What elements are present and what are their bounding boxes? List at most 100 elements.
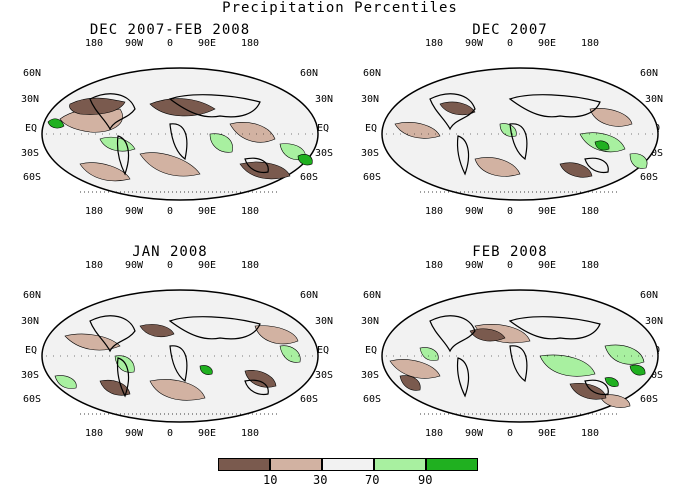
lat-label-right: 60S: [640, 172, 659, 183]
very-wet-anomaly-patches: [604, 364, 646, 387]
lon-label: 90E: [538, 428, 557, 439]
lat-label-left: 60N: [23, 290, 42, 301]
legend-label: 70: [365, 473, 380, 487]
lat-label-left: 60S: [23, 394, 42, 405]
lat-label-left: EQ: [365, 345, 378, 356]
lat-label-left: 30N: [21, 316, 40, 327]
map-panel-feb: FEB 2008 180 90W 0 90E 180 60N 30N EQ 30…: [345, 244, 675, 454]
continent-outlines: [89, 315, 269, 398]
lon-label: 90W: [465, 428, 484, 439]
map-panel-jan: JAN 2008 180 90W 0 90E 180 60N 30N EQ 30…: [5, 244, 335, 454]
legend-swatch-dry: [270, 458, 322, 471]
lat-label-left: EQ: [365, 123, 378, 134]
lat-label-left: 60N: [363, 290, 382, 301]
lon-label: 180: [581, 206, 600, 217]
map-panel-djf: DEC 2007-FEB 2008 180 90W 0 90E 180 60N …: [5, 22, 335, 232]
lat-label-left: 30N: [21, 94, 40, 105]
lat-label-left: 60N: [363, 68, 382, 79]
very-dry-anomaly-patches: [99, 324, 277, 396]
lon-label: 180: [425, 260, 444, 271]
world-map: [381, 67, 659, 201]
lon-label: 180: [425, 428, 444, 439]
lon-label: 180: [241, 428, 260, 439]
lon-label: 180: [241, 38, 260, 49]
panel-title: FEB 2008: [472, 244, 548, 260]
continent-outlines: [429, 315, 609, 398]
very-dry-anomaly-patches: [439, 101, 593, 178]
figure-title: Precipitation Percentiles: [222, 0, 458, 16]
panel-title: JAN 2008: [132, 244, 208, 260]
lon-label: 180: [581, 428, 600, 439]
lon-label: 90W: [125, 38, 144, 49]
lon-label: 180: [85, 428, 104, 439]
legend-swatch-normal: [322, 458, 374, 471]
lat-label-left: 30S: [361, 148, 380, 159]
lon-label: 0: [167, 260, 174, 271]
lon-label: 90W: [465, 206, 484, 217]
lon-label: 0: [167, 38, 174, 49]
lat-label-left: EQ: [25, 345, 38, 356]
lon-label: 90E: [198, 428, 217, 439]
wet-anomaly-patches: [54, 345, 301, 389]
lon-label: 180: [241, 206, 260, 217]
lon-label: 0: [167, 206, 174, 217]
legend-swatch-very-dry: [218, 458, 270, 471]
lon-label: 0: [167, 428, 174, 439]
lon-label: 0: [507, 38, 514, 49]
dry-anomaly-patches: [394, 108, 633, 177]
lat-label-right: 30N: [645, 316, 664, 327]
lon-label: 90W: [125, 206, 144, 217]
lon-label: 0: [507, 428, 514, 439]
lon-label: 180: [425, 206, 444, 217]
lat-label-right: 60S: [300, 172, 319, 183]
lon-label: 90W: [125, 428, 144, 439]
lon-label: 180: [85, 260, 104, 271]
lat-label-left: 60S: [23, 172, 42, 183]
wet-anomaly-patches: [499, 123, 648, 169]
lon-label: 90W: [465, 38, 484, 49]
lon-label: 0: [507, 206, 514, 217]
lat-label-right: 60N: [300, 68, 319, 79]
very-wet-anomaly-patches: [47, 118, 313, 166]
lon-label: 90E: [538, 38, 557, 49]
lat-label-right: 60N: [300, 290, 319, 301]
lat-label-right: 30S: [315, 148, 334, 159]
lon-label: 180: [241, 260, 260, 271]
legend-label: 30: [313, 473, 328, 487]
lat-label-right: 60N: [640, 68, 659, 79]
lat-label-left: EQ: [25, 123, 38, 134]
lon-label: 90W: [465, 260, 484, 271]
lat-label-right: 60S: [640, 394, 659, 405]
lat-label-left: 30S: [21, 370, 40, 381]
dry-anomaly-patches: [59, 108, 276, 182]
lat-label-right: 30N: [315, 316, 334, 327]
lat-label-right: EQ: [317, 123, 330, 134]
lat-label-right: 30N: [645, 94, 664, 105]
lat-label-right: 30N: [315, 94, 334, 105]
lat-label-right: EQ: [317, 345, 330, 356]
legend-label: 90: [418, 473, 433, 487]
panel-title: DEC 2007: [472, 22, 548, 38]
lat-label-right: 30S: [645, 370, 664, 381]
lat-label-right: 30S: [645, 148, 664, 159]
world-map: [41, 289, 319, 423]
lon-label: 90E: [198, 260, 217, 271]
world-map: [381, 289, 659, 423]
continent-outlines: [89, 93, 269, 176]
lon-label: 90E: [198, 206, 217, 217]
lon-label: 90E: [538, 206, 557, 217]
very-wet-anomaly-patches: [594, 140, 610, 151]
map-panel-dec: DEC 2007 180 90W 0 90E 180 60N 30N EQ 30…: [345, 22, 675, 232]
legend-swatch-wet: [374, 458, 426, 471]
lon-label: 0: [507, 260, 514, 271]
very-dry-anomaly-patches: [399, 328, 607, 400]
lat-label-right: 30S: [315, 370, 334, 381]
lon-label: 90E: [198, 38, 217, 49]
lon-label: 180: [581, 38, 600, 49]
legend-swatch-very-wet: [426, 458, 478, 471]
lat-label-left: 60S: [363, 394, 382, 405]
lat-label-left: 60N: [23, 68, 42, 79]
lon-label: 90E: [538, 260, 557, 271]
lat-label-right: 60N: [640, 290, 659, 301]
continent-outlines: [429, 93, 609, 176]
